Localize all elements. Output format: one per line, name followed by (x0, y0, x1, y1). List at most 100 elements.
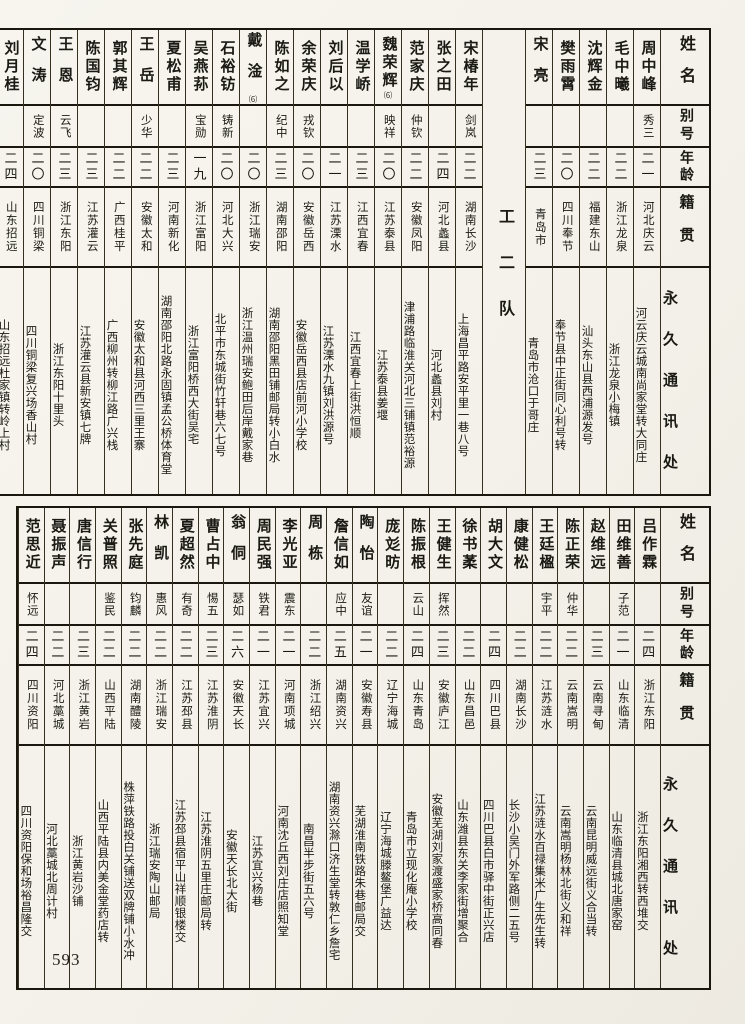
alias-text: 铸新 (220, 113, 233, 139)
age-text: 二二 (461, 151, 477, 183)
address-text: 上海昌平路安平里一巷八号 (456, 313, 469, 457)
alias-cell: 云飞 (51, 106, 77, 148)
age-text: 二四 (640, 629, 656, 661)
native-place-cell: 安徽太和 (132, 188, 158, 268)
address-text: 江苏宜兴杨巷 (250, 835, 263, 907)
native-place-text: 安徽凤阳 (409, 201, 422, 253)
alias-text: 秀三 (641, 113, 654, 139)
age-cell: 二二 (558, 626, 583, 666)
age-cell: 二三 (348, 148, 374, 188)
name-cell: 张之田 (429, 30, 455, 106)
native-place-text: 河北庆云 (641, 201, 654, 253)
person-column: 郭其辉 二二 广西桂平 广西柳州转柳江路广兴栈 (104, 30, 131, 494)
native-place-text: 云南嵩明 (565, 679, 578, 731)
age-cell: 二二 (121, 626, 147, 666)
native-place-text: 浙江绍兴 (308, 679, 321, 731)
name-cell: 王廷楹 (532, 508, 558, 584)
native-place-cell: 山西平陆 (95, 666, 121, 746)
name-text: 夏松甫 (164, 40, 181, 94)
age-cell: 二三 (526, 148, 552, 188)
person-column: 张之田 二四 河北蠡县 河北蠡县刘村 (428, 30, 455, 494)
name-wrap: 吕作霖 (640, 518, 656, 572)
alias-cell: 少华 (132, 106, 158, 148)
name-wrap: 曹占中 (203, 518, 219, 572)
native-place-cell: 江苏灌云 (78, 188, 104, 268)
person-column: 王恩 云飞 二三 浙江东阳 浙江东阳十里头 (50, 30, 77, 494)
name-cell: 戴淦 ⑹ (240, 30, 266, 106)
alias-text: 仲华 (565, 591, 578, 617)
name-cell: 陈国钧 (78, 30, 104, 106)
alias-cell: 剑岚 (456, 106, 482, 148)
name-text: 周中峰 (639, 40, 656, 94)
address-text: 云南嵩明杨林北街义和祥 (558, 805, 571, 937)
native-place-text: 山东招远 (4, 201, 17, 253)
name-wrap: 王健生 (435, 518, 451, 572)
native-place-text: 河南新化 (166, 201, 179, 253)
name-text: 庞彣昉 (383, 518, 400, 572)
name-wrap: 王廷楹 (537, 518, 553, 572)
age-cell: 二三 (70, 626, 95, 666)
person-column: 刘月桂 二四 山东招远 山东招远杜家镇转岭上村 (0, 30, 23, 494)
name-text: 毛中曦 (612, 40, 629, 94)
name-wrap: 周中峰 (639, 40, 656, 94)
address-text: 四川资阳保和场裕昌隆交 (19, 805, 32, 937)
alias-cell (321, 106, 347, 148)
name-cell: 刘月桂 (0, 30, 23, 106)
person-column: 夏松甫 二三 河南新化 湖南邵阳北路永固镇孟公桥体育堂 (158, 30, 185, 494)
name-wrap: 刘月桂 (3, 40, 19, 94)
name-cell: 关普照 (95, 508, 121, 584)
alias-cell: 挥然 (429, 584, 455, 626)
address-cell: 青岛市立现化庵小学校 (404, 746, 429, 988)
age-text: 二三 (83, 151, 99, 183)
work-team-divider-cell: 工二队 (483, 30, 525, 494)
name-text: 胡大文 (486, 518, 503, 572)
alias-text: 戎钦 (301, 113, 314, 139)
person-column: 夏超然 有奇 二二 江苏邳县 江苏邳县宿平山祥顺银楼交 (171, 508, 198, 988)
name-text: 石裕钫 (218, 40, 235, 94)
address-text: 河北藁城北周计村 (45, 823, 57, 919)
alias-cell: 震东 (275, 584, 301, 626)
alias-cell (526, 106, 552, 148)
name-wrap: 李光亚 (280, 518, 297, 572)
person-column: 周栋 二二 浙江绍兴 南昌半步街五六号 (300, 508, 327, 988)
age-cell: 二〇 (24, 148, 50, 188)
age-cell: 二一 (609, 626, 635, 666)
age-text: 二二 (126, 629, 142, 661)
alias-cell (553, 106, 579, 148)
name-wrap: 康健松 (512, 518, 528, 572)
address-text: 长沙小吴门外军路侧二五号 (507, 799, 520, 943)
name-wrap: 庞彣昉 (383, 518, 400, 572)
name-text: 宋亮 (531, 36, 548, 98)
alias-cell: 仲钦 (402, 106, 428, 148)
address-text: 山东临清县城北唐家窑 (610, 811, 623, 931)
person-column: 刘后以 二一 江苏溧水 江苏溧水九镇刘洪源号 (320, 30, 347, 494)
age-cell: 二五 (327, 626, 352, 666)
name-text: 李光亚 (280, 518, 297, 572)
age-text: 二四 (2, 151, 18, 183)
native-place-cell: 江苏淮阴 (198, 666, 224, 746)
native-place-text: 浙江龙泉 (614, 201, 627, 253)
native-place-text: 安徽庐江 (436, 679, 449, 731)
alias-cell: 映祥 (375, 106, 401, 148)
native-place-cell: 安徽凤阳 (402, 188, 428, 268)
name-text: 吴燕荪 (191, 40, 208, 94)
person-column: 王岳 少华 二二 安徽太和 安徽太和县河西三里王寨 (131, 30, 158, 494)
address-cell: 河北蠡县刘村 (429, 268, 455, 494)
alias-cell (78, 106, 104, 148)
address-text: 江苏泰县姜堰 (375, 349, 388, 421)
age-cell: 二二 (456, 148, 482, 188)
address-cell: 津浦路临淮关河北三铺镇范裕源 (402, 268, 428, 494)
name-cell: 翁侗 (224, 508, 249, 584)
name-cell: 吴燕荪 (186, 30, 212, 106)
name-wrap: 宋亮 (531, 36, 548, 98)
name-wrap: 唐信行 (75, 518, 91, 572)
name-cell: 陶怡 (352, 508, 378, 584)
age-cell: 二〇 (213, 148, 239, 188)
alias-text: 惠风 (154, 591, 167, 617)
alias-text: 纪中 (274, 113, 287, 139)
address-text: 浙江东阳湘西转西堆交 (635, 811, 648, 931)
name-wrap: 戴淦 ⑹ (246, 32, 262, 103)
name-cell: 周中峰 (634, 30, 660, 106)
address-text: 津浦路临淮关河北三铺镇范裕源 (402, 301, 415, 469)
